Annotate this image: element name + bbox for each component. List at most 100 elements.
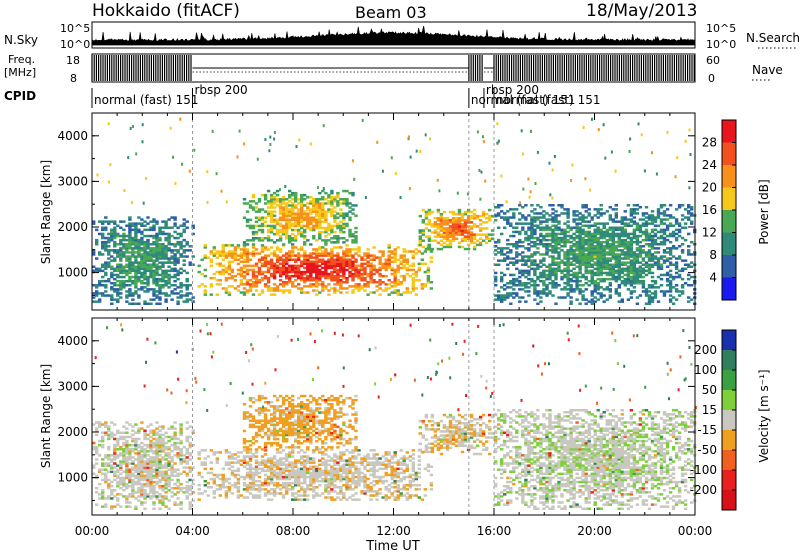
scatter-cell	[260, 488, 265, 491]
scatter-cell	[623, 210, 627, 213]
scatter-cell	[653, 216, 658, 219]
scatter-cell	[101, 226, 105, 229]
scatter-cell	[611, 263, 615, 266]
scatter-cell	[509, 261, 513, 264]
scatter-cell	[251, 252, 256, 255]
scatter-cell	[575, 253, 579, 256]
scatter-cell	[324, 266, 328, 270]
scatter-cell	[342, 264, 346, 268]
scatter-cell	[578, 245, 582, 248]
scatter-cell	[581, 298, 585, 301]
scatter-cell	[101, 245, 105, 248]
scatter-cell	[248, 264, 253, 268]
scatter-cell	[451, 237, 456, 240]
scatter-cell	[164, 236, 168, 240]
scatter-cell	[687, 245, 691, 248]
scatter-cell	[584, 210, 588, 213]
cpid-segment-label: rbsp 200	[486, 83, 539, 97]
scatter-cell	[275, 270, 280, 274]
scatter-cell	[236, 477, 241, 481]
scatter-cell	[656, 257, 661, 260]
scatter-cell	[451, 235, 456, 238]
scatter-cell	[119, 275, 123, 279]
scatter-cell	[173, 224, 177, 227]
scatter-cell	[614, 271, 618, 275]
scatter-cell	[414, 293, 418, 296]
scatter-cell	[611, 271, 615, 275]
scatter-cell	[140, 271, 144, 275]
scatter-cell	[674, 228, 679, 232]
scatter-cell	[405, 268, 409, 272]
scatter-cell	[578, 288, 582, 291]
scatter-cell	[411, 279, 415, 282]
scatter-cell	[620, 263, 624, 266]
scatter-cell	[239, 272, 244, 276]
scatter-cell	[185, 220, 189, 223]
scatter-cell	[623, 238, 627, 242]
scatter-cell	[512, 216, 516, 219]
scatter-cell	[167, 226, 171, 229]
scatter-cell	[260, 256, 265, 259]
scatter-cell	[665, 259, 670, 262]
scatter-cell	[351, 289, 355, 292]
scatter-cell	[263, 494, 268, 497]
scatter-cell	[324, 250, 328, 253]
scatter-cell	[488, 208, 492, 212]
scatter-cell	[254, 479, 259, 483]
scatter-cell	[275, 232, 280, 236]
scatter-cell	[644, 265, 649, 268]
scatter-cell	[608, 232, 612, 236]
scatter-cell	[254, 465, 259, 468]
scatter-cell	[128, 271, 132, 275]
scatter-cell	[671, 247, 676, 250]
scatter-cell	[96, 173, 99, 177]
scatter-cell	[512, 214, 516, 217]
scatter-cell	[155, 294, 159, 297]
scatter-cell	[587, 236, 591, 240]
scatter-cell	[101, 243, 105, 246]
scatter-cell	[378, 268, 382, 272]
scatter-cell	[481, 214, 486, 218]
scatter-cell	[587, 284, 591, 287]
scatter-cell	[662, 232, 667, 236]
scatter-cell	[494, 214, 498, 217]
scatter-cell	[608, 296, 612, 299]
scatter-cell	[179, 232, 183, 236]
scatter-cell	[671, 296, 676, 299]
scatter-cell	[306, 202, 310, 205]
scatter-cell	[351, 248, 355, 251]
scatter-cell	[521, 288, 525, 291]
scatter-cell	[407, 137, 410, 141]
scatter-cell	[272, 488, 277, 491]
scatter-cell	[442, 227, 447, 230]
scatter-cell	[644, 269, 649, 273]
scatter-cell	[248, 258, 253, 261]
scatter-cell	[683, 263, 688, 266]
scatter-cell	[688, 128, 691, 132]
scatter-cell	[485, 237, 489, 240]
scatter-cell	[396, 266, 400, 270]
scatter-cell	[312, 226, 316, 230]
scatter-cell	[285, 260, 289, 263]
scatter-cell	[351, 254, 355, 257]
scatter-cell	[285, 469, 289, 473]
scatter-cell	[330, 260, 334, 263]
scatter-cell	[494, 294, 498, 297]
scatter-cell	[146, 265, 150, 268]
scatter-cell	[161, 243, 165, 246]
scatter-cell	[623, 282, 627, 285]
scatter-cell	[518, 275, 522, 279]
scatter-cell	[548, 263, 552, 266]
scatter-cell	[315, 198, 319, 201]
scatter-cell	[527, 236, 531, 240]
scatter-cell	[245, 272, 250, 276]
scatter-cell	[218, 484, 222, 487]
scatter-cell	[348, 270, 352, 274]
scatter-cell	[593, 271, 597, 275]
scatter-cell	[300, 279, 304, 282]
scatter-cell	[285, 254, 289, 257]
scatter-cell	[553, 155, 556, 158]
scatter-cell	[366, 260, 370, 263]
scatter-cell	[536, 284, 540, 287]
scatter-cell	[551, 230, 555, 234]
